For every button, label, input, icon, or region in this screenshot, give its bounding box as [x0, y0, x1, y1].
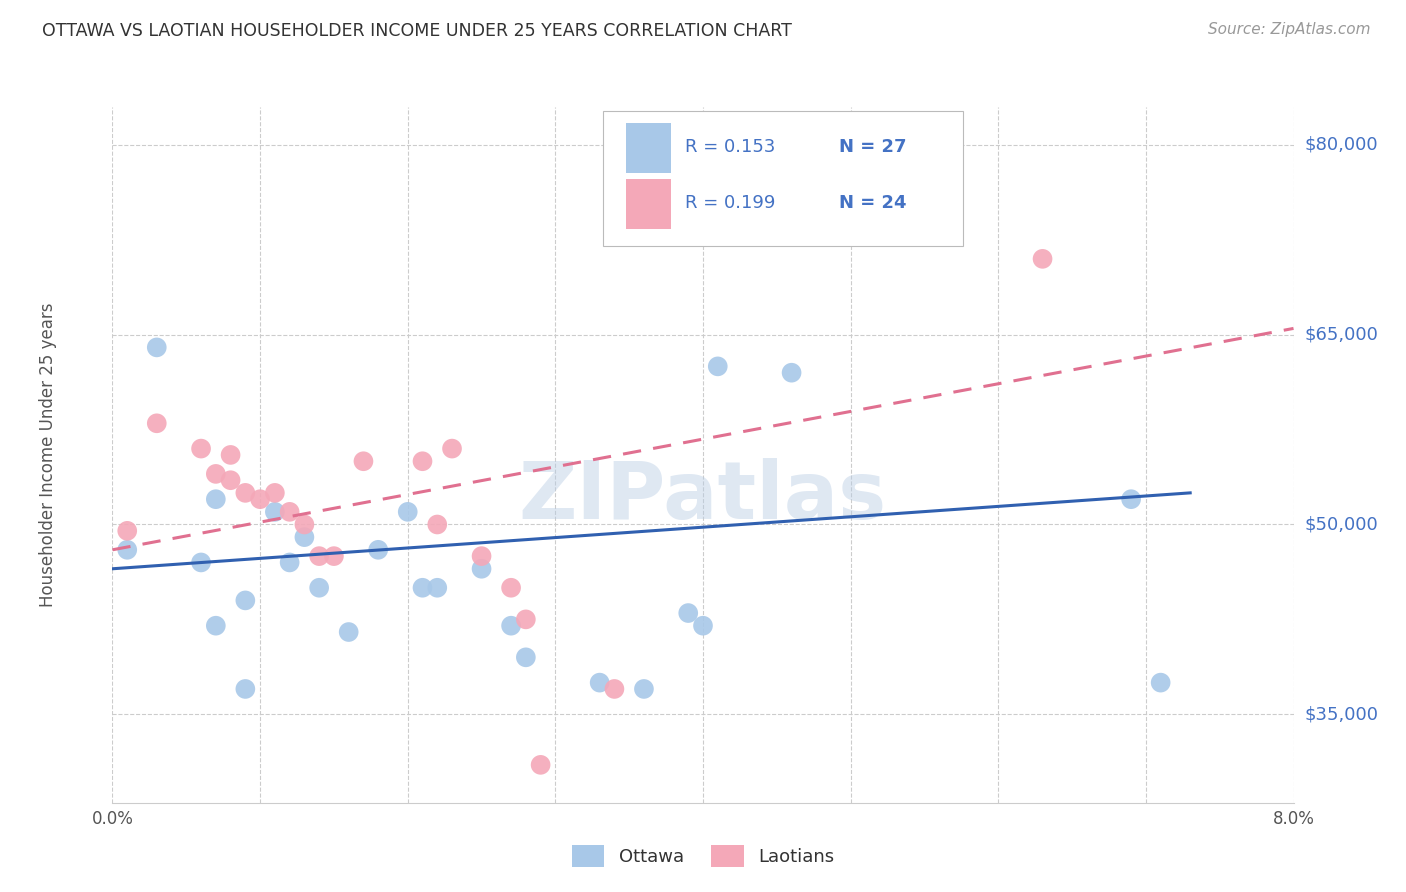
Point — [412, 454, 434, 468]
Point — [205, 618, 228, 632]
Point — [337, 625, 360, 640]
FancyBboxPatch shape — [603, 111, 963, 246]
Text: ZIPatlas: ZIPatlas — [519, 458, 887, 536]
Text: Source: ZipAtlas.com: Source: ZipAtlas.com — [1208, 22, 1371, 37]
Text: N = 27: N = 27 — [839, 138, 907, 156]
Point — [529, 757, 551, 772]
Point — [471, 562, 494, 576]
Point — [515, 612, 537, 626]
Point — [146, 417, 169, 431]
Text: R = 0.153: R = 0.153 — [685, 138, 776, 156]
Point — [751, 201, 773, 215]
Point — [292, 530, 315, 544]
Point — [308, 581, 330, 595]
Point — [1032, 252, 1054, 266]
Point — [396, 505, 419, 519]
Point — [678, 606, 700, 620]
Text: $50,000: $50,000 — [1305, 516, 1378, 533]
Point — [190, 556, 212, 570]
Text: $35,000: $35,000 — [1305, 706, 1379, 723]
Point — [1119, 492, 1142, 507]
Point — [278, 505, 301, 519]
Point — [233, 593, 256, 607]
Point — [205, 467, 228, 481]
Point — [117, 524, 138, 538]
Point — [264, 505, 287, 519]
Point — [441, 442, 464, 456]
Point — [426, 517, 449, 532]
Legend: Ottawa, Laotians: Ottawa, Laotians — [565, 838, 841, 874]
Point — [117, 542, 138, 557]
Text: $65,000: $65,000 — [1305, 326, 1378, 343]
Point — [292, 517, 315, 532]
Text: $80,000: $80,000 — [1305, 136, 1378, 154]
Text: R = 0.199: R = 0.199 — [685, 194, 776, 212]
Text: OTTAWA VS LAOTIAN HOUSEHOLDER INCOME UNDER 25 YEARS CORRELATION CHART: OTTAWA VS LAOTIAN HOUSEHOLDER INCOME UND… — [42, 22, 792, 40]
FancyBboxPatch shape — [626, 178, 671, 229]
Point — [308, 549, 330, 563]
Point — [501, 618, 523, 632]
Text: N = 24: N = 24 — [839, 194, 907, 212]
Point — [603, 681, 626, 696]
Point — [146, 340, 169, 354]
Point — [249, 492, 271, 507]
Point — [278, 556, 301, 570]
Point — [219, 473, 242, 487]
Point — [780, 366, 803, 380]
Point — [264, 486, 287, 500]
Point — [692, 618, 714, 632]
Point — [1150, 675, 1173, 690]
Point — [367, 542, 389, 557]
Point — [233, 681, 256, 696]
Point — [633, 681, 655, 696]
Point — [426, 581, 449, 595]
Point — [515, 650, 537, 665]
Point — [190, 442, 212, 456]
Point — [352, 454, 374, 468]
Point — [412, 581, 434, 595]
Point — [707, 359, 730, 374]
Point — [205, 492, 228, 507]
Point — [233, 486, 256, 500]
Point — [219, 448, 242, 462]
Text: Householder Income Under 25 years: Householder Income Under 25 years — [38, 302, 56, 607]
Point — [588, 675, 610, 690]
Point — [323, 549, 346, 563]
Point — [471, 549, 494, 563]
FancyBboxPatch shape — [626, 123, 671, 173]
Point — [501, 581, 523, 595]
